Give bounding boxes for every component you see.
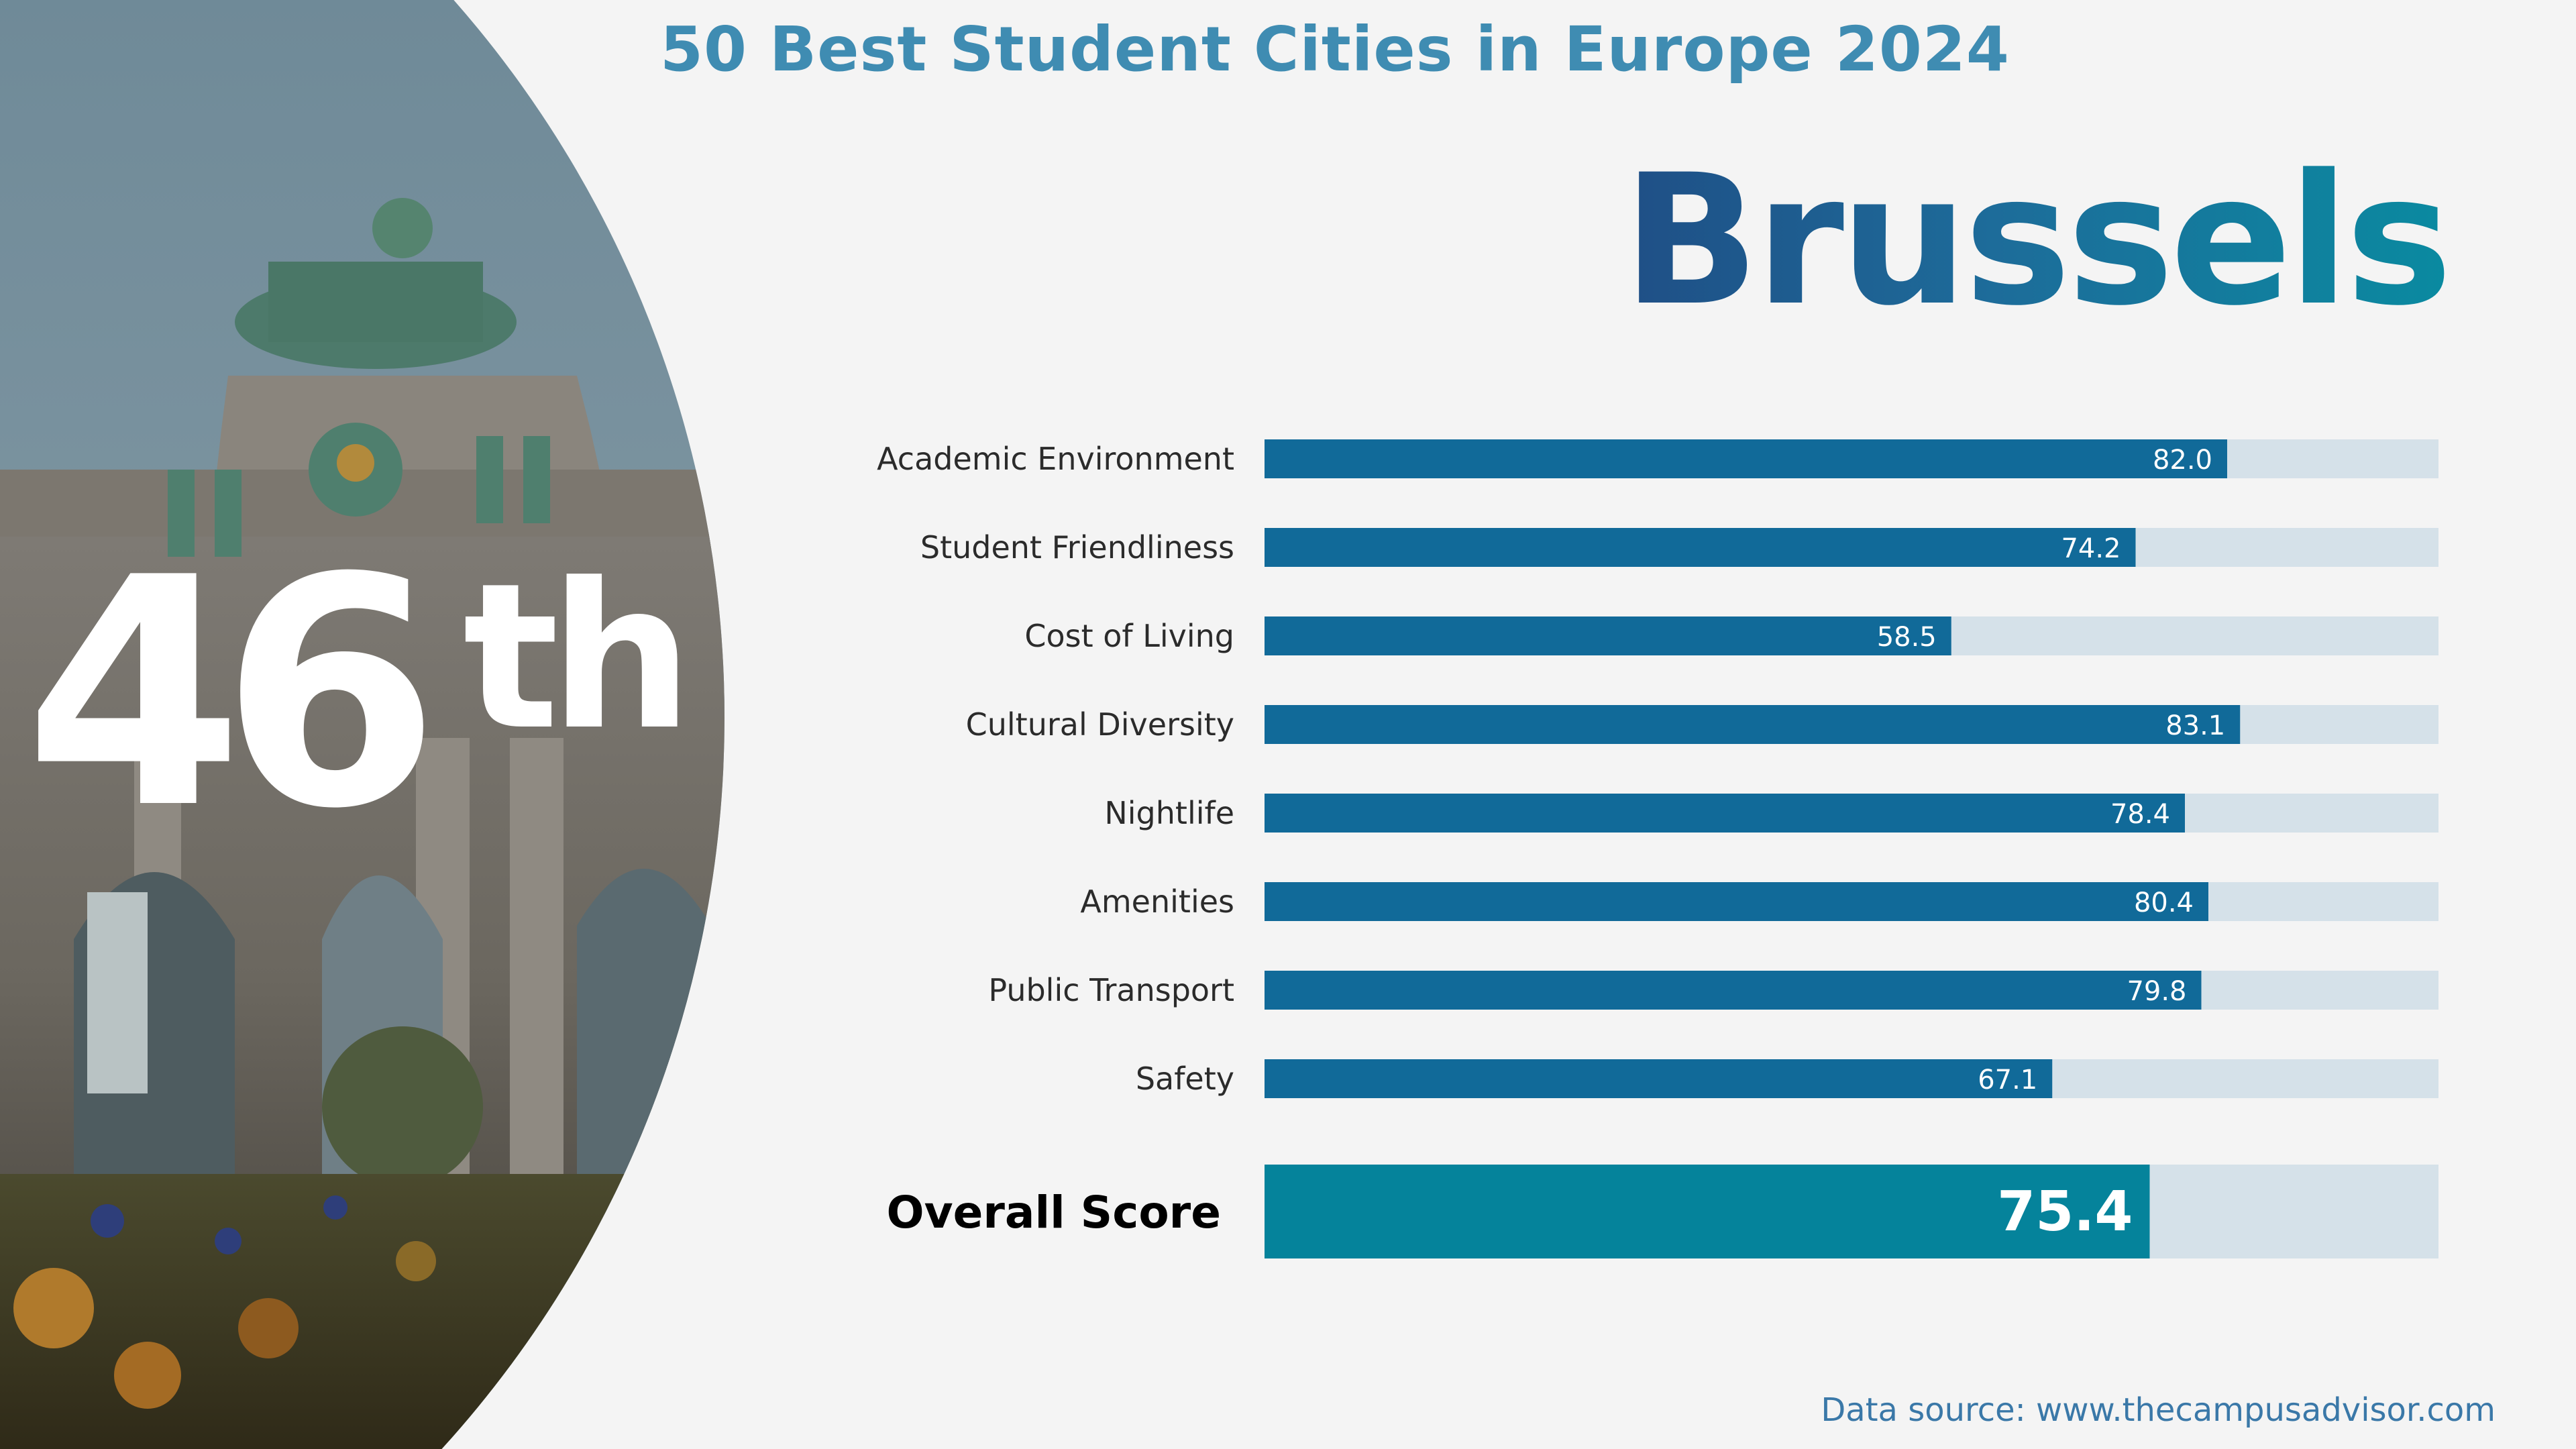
scores-bar-chart: Academic Environment 82.0 Student Friendli…: [877, 439, 2438, 1258]
value-label-cost-of-living: 58.5: [1877, 622, 1937, 653]
bar-cost-of-living: [1265, 616, 1951, 655]
rank-suffix: th: [463, 540, 693, 774]
category-label-academic-environment: Academic Environment: [877, 441, 1234, 477]
category-label-cost-of-living: Cost of Living: [1024, 618, 1234, 654]
value-label-safety: 67.1: [1978, 1065, 2037, 1095]
bar-amenities: [1265, 882, 2208, 921]
overall-score-bar: [1265, 1165, 2150, 1258]
category-label-student-friendliness: Student Friendliness: [920, 529, 1234, 566]
category-label-nightlife: Nightlife: [1104, 795, 1234, 831]
value-label-nightlife: 78.4: [2110, 799, 2170, 830]
category-label-public-transport: Public Transport: [988, 972, 1234, 1008]
category-label-safety: Safety: [1136, 1061, 1234, 1097]
category-label-amenities: Amenities: [1080, 883, 1234, 920]
overall-score-value: 75.4: [1997, 1180, 2133, 1244]
category-label-cultural-diversity: Cultural Diversity: [966, 706, 1234, 743]
value-label-student-friendliness: 74.2: [2061, 533, 2121, 564]
page-title: 50 Best Student Cities in Europe 2024: [660, 13, 2010, 85]
value-label-academic-environment: 82.0: [2153, 445, 2212, 476]
bar-public-transport: [1265, 971, 2202, 1010]
value-label-amenities: 80.4: [2134, 888, 2194, 918]
value-label-public-transport: 79.8: [2127, 976, 2186, 1007]
data-source: Data source: www.thecampusadvisor.com: [1821, 1391, 2496, 1429]
rank-number: 46: [24, 511, 440, 877]
bar-academic-environment: [1265, 439, 2227, 478]
value-label-cultural-diversity: 83.1: [2165, 710, 2225, 741]
city-name: Brussels: [1622, 136, 2453, 345]
bar-student-friendliness: [1265, 528, 2136, 567]
overall-score-label: Overall Score: [886, 1187, 1221, 1238]
bar-nightlife: [1265, 794, 2185, 833]
bar-safety: [1265, 1059, 2053, 1098]
bar-cultural-diversity: [1265, 705, 2241, 744]
